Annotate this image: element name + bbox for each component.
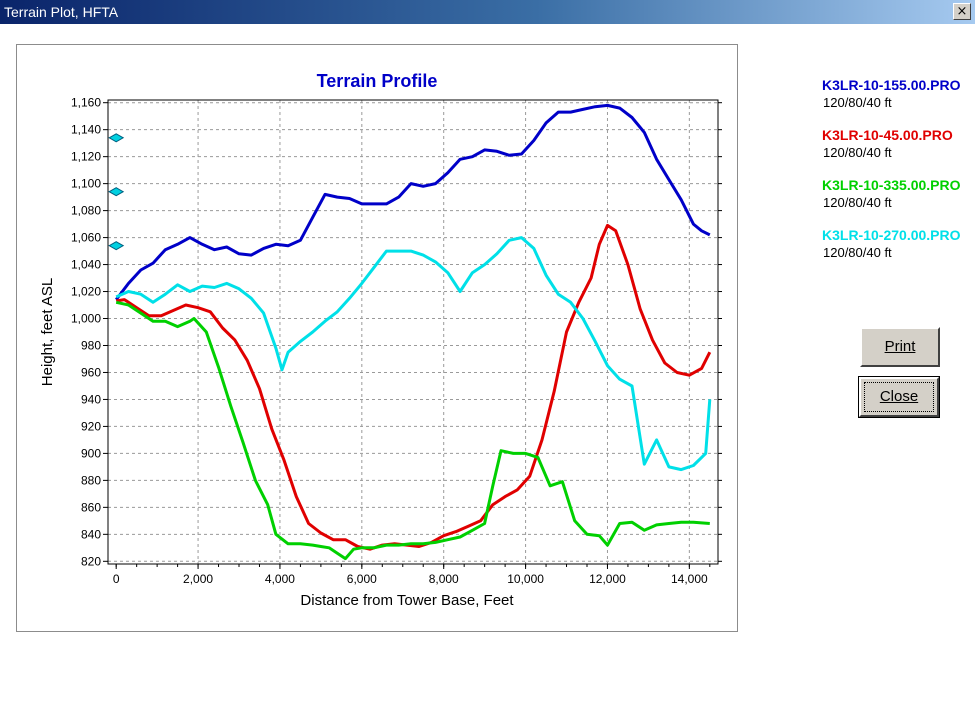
- legend-entry-45: K3LR-10-45.00.PRO 120/80/40 ft: [822, 126, 972, 176]
- legend-name: K3LR-10-270.00.PRO: [822, 227, 961, 243]
- plot-frame: 0 2,000 4,000 6,000 8,000 10,000 12,000 14,000 8…: [16, 44, 738, 632]
- y-tick-label: 1,140: [71, 123, 101, 137]
- legend-name: K3LR-10-155.00.PRO: [822, 77, 961, 93]
- x-tick-label: 8,000: [429, 572, 459, 586]
- y-tick-label: 1,080: [71, 204, 101, 218]
- terrain-chart: 0 2,000 4,000 6,000 8,000 10,000 12,000 14,000 8…: [39, 71, 722, 609]
- y-tick-label: 1,060: [71, 231, 101, 245]
- antenna-height-marker: [108, 187, 125, 197]
- y-tick-label: 860: [81, 500, 101, 514]
- chart-title: Terrain Profile: [317, 71, 438, 91]
- x-tick-label: 4,000: [265, 572, 295, 586]
- x-tick-label: 0: [113, 572, 120, 586]
- series-line: [115, 223, 712, 551]
- y-tick-label: 940: [81, 392, 101, 406]
- legend-desc: 120/80/40 ft: [823, 195, 892, 210]
- y-tick-label: 960: [81, 365, 101, 379]
- x-tick-label: 2,000: [183, 572, 213, 586]
- antenna-markers: [108, 133, 125, 251]
- y-tick-label: 1,160: [71, 96, 101, 110]
- legend-name: K3LR-10-335.00.PRO: [822, 177, 961, 193]
- window-close-button[interactable]: ×: [953, 3, 971, 20]
- close-button[interactable]: Close: [858, 376, 940, 418]
- y-tick-label: 1,120: [71, 150, 101, 164]
- x-tick-label: 12,000: [589, 572, 626, 586]
- legend-entry-155: K3LR-10-155.00.PRO 120/80/40 ft: [822, 76, 972, 126]
- y-tick-label: 880: [81, 473, 101, 487]
- close-button-label: Close: [879, 388, 919, 405]
- series-line: [115, 300, 710, 561]
- x-tick-label: 10,000: [507, 572, 544, 586]
- y-tick-label: 1,040: [71, 258, 101, 272]
- window-title: Terrain Plot, HFTA: [4, 4, 119, 20]
- y-tick-label: 1,000: [71, 312, 101, 326]
- y-tick-label: 840: [81, 527, 101, 541]
- y-tick-label: 1,020: [71, 285, 101, 299]
- chart-grid: [108, 100, 718, 564]
- antenna-height-marker: [108, 133, 125, 143]
- legend-desc: 120/80/40 ft: [823, 145, 892, 160]
- legend-name: K3LR-10-45.00.PRO: [822, 127, 953, 143]
- antenna-height-marker: [108, 241, 125, 251]
- focus-rect: [864, 382, 934, 412]
- y-tick-label: 900: [81, 446, 101, 460]
- y-axis-label: Height, feet ASL: [39, 278, 56, 386]
- series-line: [115, 236, 712, 472]
- y-tick-label: 920: [81, 419, 101, 433]
- y-tick-label: 980: [81, 338, 101, 352]
- legend-entry-270: K3LR-10-270.00.PRO 120/80/40 ft: [822, 226, 972, 276]
- y-tick-label: 1,100: [71, 177, 101, 191]
- x-axis-label: Distance from Tower Base, Feet: [300, 592, 514, 609]
- legend-entry-335: K3LR-10-335.00.PRO 120/80/40 ft: [822, 176, 972, 226]
- legend-desc: 120/80/40 ft: [823, 245, 892, 260]
- y-tick-label: 820: [81, 554, 101, 568]
- plot-area-border: [107, 99, 719, 565]
- title-bar: Terrain Plot, HFTA ×: [0, 0, 975, 24]
- legend: K3LR-10-155.00.PRO 120/80/40 ft K3LR-10-…: [822, 76, 972, 276]
- x-tick-label: 6,000: [347, 572, 377, 586]
- chart-series: [115, 103, 712, 561]
- series-line: [115, 103, 711, 301]
- x-tick-label: 14,000: [671, 572, 708, 586]
- print-button[interactable]: Print: [860, 327, 940, 367]
- legend-desc: 120/80/40 ft: [823, 95, 892, 110]
- chart-ticks: 0 2,000 4,000 6,000 8,000 10,000 12,000 14,000 8…: [71, 96, 722, 586]
